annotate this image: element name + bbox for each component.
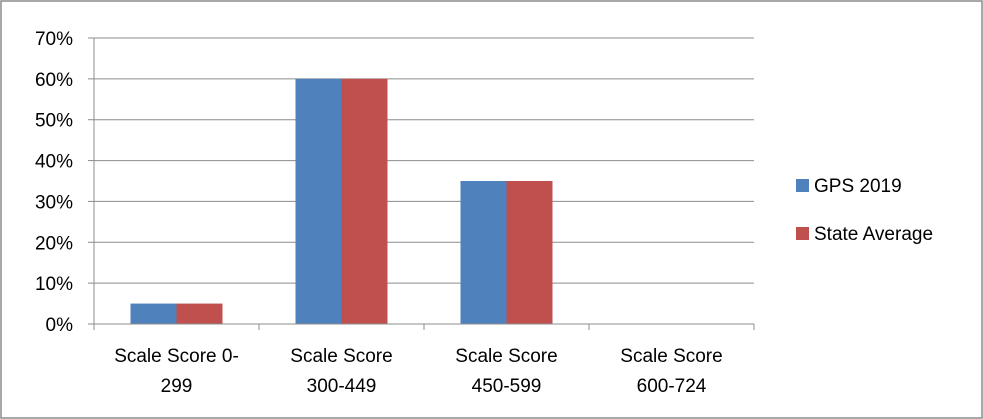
x-tick-label: 450-599 [472,376,542,397]
y-axis-labels: 0% 10% 20% 30% 40% 50% 60% 70% [35,29,73,336]
y-tick-label: 70% [35,29,73,50]
legend-label: State Average [814,224,933,245]
y-tick-label: 40% [35,152,73,173]
y-tick-label: 60% [35,70,73,91]
axes [93,38,755,330]
x-tick-label: Scale Score [455,346,557,367]
y-tick-label: 30% [35,192,73,213]
x-axis-labels: Scale Score 0- 299 Scale Score 300-449 Scale… [114,346,723,397]
bar-gps-2019 [460,181,507,324]
bar-gps-2019 [130,303,177,324]
bars [130,78,553,324]
bar-state-average [176,303,223,324]
x-tick-label: 600-724 [637,376,707,397]
x-tick-label: Scale Score [290,346,392,367]
legend-swatch [796,227,809,240]
bar-state-average [341,78,388,324]
legend: GPS 2019 State Average [796,176,933,245]
x-tick-label: 299 [161,376,193,397]
bar-state-average [506,181,553,324]
y-tick-label: 20% [35,233,73,254]
legend-label: GPS 2019 [814,176,902,197]
legend-swatch [796,179,809,192]
gridlines [88,37,754,325]
y-tick-label: 0% [46,315,74,336]
y-tick-label: 10% [35,274,73,295]
x-tick-label: Scale Score [620,346,722,367]
x-tick-label: Scale Score 0- [114,346,239,367]
x-tick-label: 300-449 [307,376,377,397]
y-tick-label: 50% [35,111,73,132]
bar-gps-2019 [295,78,342,324]
